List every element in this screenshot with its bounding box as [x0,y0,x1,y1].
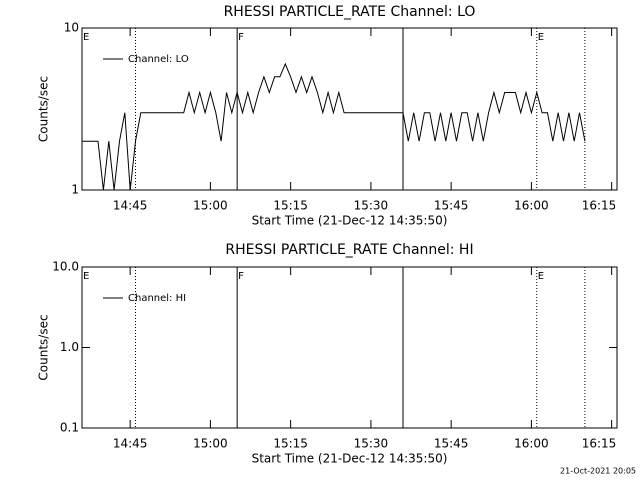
y-tick-label: 1.0 [60,340,79,354]
flag-label: E [83,271,89,282]
x-tick-label: 15:45 [434,437,469,451]
x-tick-label: 16:00 [514,437,549,451]
flag-label: F [238,271,244,282]
x-tick-label: 15:30 [354,199,389,213]
y-tick-label: 0.1 [60,421,79,435]
x-tick-label: 14:45 [113,199,148,213]
plot-frame [81,27,618,191]
y-axis-label: Counts/sec [37,314,51,380]
data-line [82,62,586,191]
y-axis-label: Counts/sec [37,76,51,142]
legend-label: Channel: HI [128,293,186,304]
flag-label: E [83,32,89,43]
x-tick-label: 15:00 [193,437,228,451]
legend-label: Channel: LO [128,54,189,65]
x-tick-label: 15:00 [193,199,228,213]
x-tick-label: 15:30 [354,437,389,451]
x-tick-label: 14:45 [113,437,148,451]
x-axis-label: Start Time (21-Dec-12 14:35:50) [252,214,448,228]
flag-label: E [538,32,544,43]
y-tick-label: 10.0 [52,260,79,274]
chart-title: RHESSI PARTICLE_RATE Channel: HI [225,242,473,258]
x-axis-label: Start Time (21-Dec-12 14:35:50) [252,452,448,466]
chart-title: RHESSI PARTICLE_RATE Channel: LO [224,4,476,20]
flag-label: F [238,32,244,43]
x-tick-label: 16:00 [514,199,549,213]
x-tick-label: 15:45 [434,199,469,213]
flag-label: E [538,271,544,282]
x-tick-label: 16:15 [582,437,617,451]
footer: 21-Oct-2021 20:05 [560,467,636,476]
x-tick-label: 15:15 [273,199,308,213]
y-tick-label: 1 [71,183,79,197]
x-tick-label: 16:15 [582,199,617,213]
y-tick-label: 10 [64,21,79,35]
x-tick-label: 15:15 [273,437,308,451]
